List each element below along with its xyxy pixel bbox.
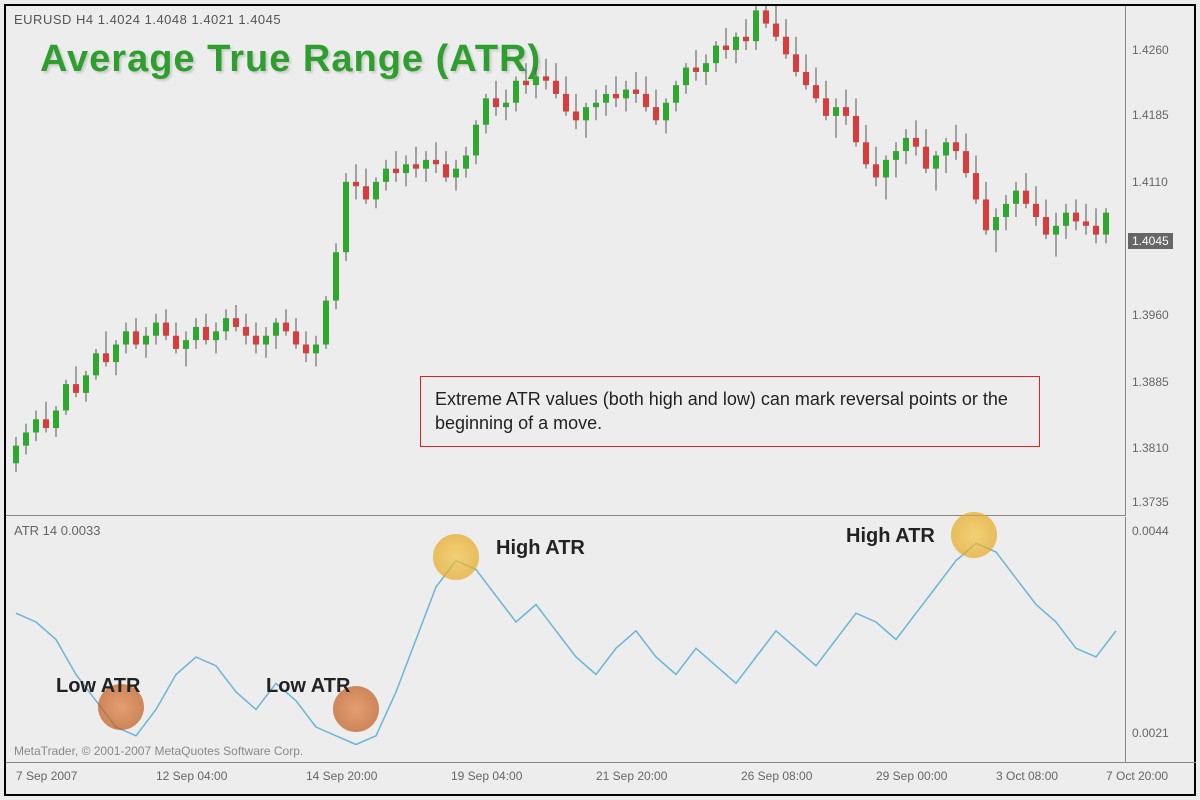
x-tick-label: 7 Sep 2007: [16, 769, 77, 783]
x-axis: 7 Sep 2007 12 Sep 04:00 14 Sep 20:00 19 Sep…: [6, 762, 1196, 796]
main-price-panel[interactable]: EURUSD H4 1.4024 1.4048 1.4021 1.4045 Av…: [6, 6, 1126, 516]
y-tick-label: 1.3960: [1132, 308, 1169, 322]
y-tick-label: 1.3885: [1132, 375, 1169, 389]
x-tick-label: 7 Oct 20:00: [1106, 769, 1168, 783]
high-atr-label: High ATR: [496, 537, 585, 560]
x-tick-label: 29 Sep 00:00: [876, 769, 947, 783]
annotation-box: Extreme ATR values (both high and low) c…: [420, 376, 1040, 447]
x-tick-label: 26 Sep 08:00: [741, 769, 812, 783]
atr-indicator-panel[interactable]: ATR 14 0.0033 Low ATRLow ATRHigh ATRHigh…: [6, 517, 1126, 762]
x-tick-label: 3 Oct 08:00: [996, 769, 1058, 783]
high-atr-marker: [433, 534, 479, 580]
y-tick-label: 1.4260: [1132, 43, 1169, 57]
y-tick-label: 1.4110: [1132, 175, 1168, 189]
x-tick-label: 19 Sep 04:00: [451, 769, 522, 783]
y-tick-label: 0.0044: [1132, 524, 1169, 538]
y-tick-label: 1.3810: [1132, 441, 1169, 455]
annotation-text: Extreme ATR values (both high and low) c…: [435, 389, 1008, 433]
x-tick-label: 12 Sep 04:00: [156, 769, 227, 783]
y-tick-label: 1.3735: [1132, 495, 1169, 509]
y-tick-label: 0.0021: [1132, 726, 1169, 740]
chart-frame: EURUSD H4 1.4024 1.4048 1.4021 1.4045 Av…: [4, 4, 1196, 796]
y-axis-sub: 0.0044 0.0021: [1126, 517, 1198, 762]
x-tick-label: 21 Sep 20:00: [596, 769, 667, 783]
copyright-text: MetaTrader, © 2001-2007 MetaQuotes Softw…: [14, 744, 303, 758]
high-atr-marker: [951, 512, 997, 558]
y-tick-label: 1.4185: [1132, 108, 1169, 122]
low-atr-label: Low ATR: [56, 675, 140, 698]
current-price-badge: 1.4045: [1128, 233, 1173, 249]
y-axis-main: 1.4260 1.4185 1.4110 1.4045 1.3960 1.3885 1.38…: [1126, 6, 1198, 516]
x-tick-label: 14 Sep 20:00: [306, 769, 377, 783]
low-atr-label: Low ATR: [266, 675, 350, 698]
high-atr-label: High ATR: [846, 525, 935, 548]
